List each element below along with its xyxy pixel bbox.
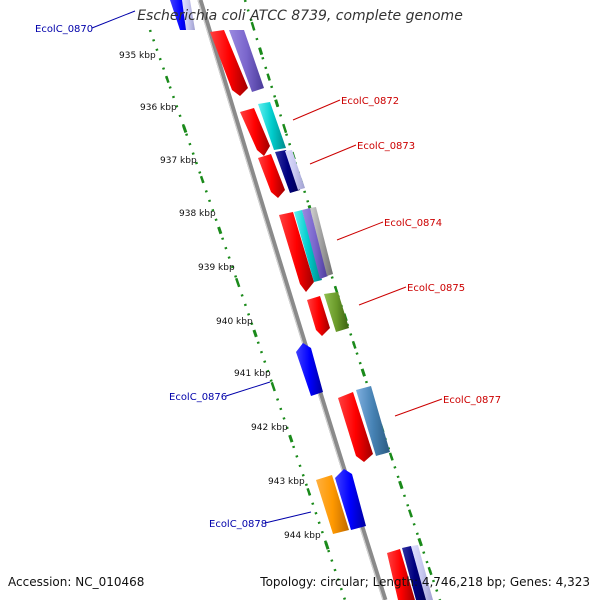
gene-purple-a[interactable] — [229, 30, 264, 92]
tick-dash — [388, 452, 394, 461]
tick-dash — [398, 480, 404, 490]
gene-0872-cyan[interactable] — [258, 102, 286, 150]
tick-dash — [235, 277, 240, 286]
accession-value: NC_010468 — [75, 575, 145, 589]
tick-dash — [182, 125, 188, 133]
gene-0874-purple[interactable] — [302, 208, 328, 279]
accession-footer: Accession: NC_010468 — [8, 575, 144, 589]
gene-0875-red[interactable] — [307, 296, 330, 336]
leader-0874 — [336, 221, 384, 241]
label-0875[interactable]: EcolC_0875 — [407, 283, 465, 294]
tick-dash — [306, 487, 312, 496]
gene-0878-blue[interactable] — [335, 469, 366, 530]
leader-0877 — [394, 398, 443, 417]
tick-dash — [351, 340, 357, 349]
feature-track — [170, 0, 433, 600]
leader-0872 — [292, 99, 341, 121]
tick-dash — [417, 537, 423, 547]
label-0874[interactable]: EcolC_0874 — [384, 218, 442, 229]
leader-0873 — [309, 144, 357, 165]
label-0878[interactable]: EcolC_0878 — [209, 519, 267, 530]
tick-dash — [408, 509, 413, 518]
tick-dash — [250, 21, 256, 30]
genes-value: 4,323 — [555, 575, 590, 589]
label-0876[interactable]: EcolC_0876 — [169, 392, 227, 403]
gene-0878-orange[interactable] — [316, 475, 349, 534]
gene-bottom-navy[interactable] — [402, 546, 427, 600]
tick-label-937: 937 kbp — [160, 156, 197, 166]
gene-0877-steel[interactable] — [356, 386, 390, 456]
tick-label-935: 935 kbp — [119, 51, 156, 61]
gene-0874-red[interactable] — [279, 212, 314, 292]
gene-0873-red[interactable] — [258, 154, 285, 198]
label-0872[interactable]: EcolC_0872 — [341, 96, 399, 107]
gene-0877-red[interactable] — [338, 392, 373, 462]
tick-dash — [164, 75, 170, 84]
tick-label-944: 944 kbp — [284, 531, 321, 541]
map-title-text: Escherichia coli ATCC 8739, complete gen… — [137, 8, 463, 24]
inner-tick-track — [148, 29, 347, 600]
length-label: Length: — [372, 575, 419, 589]
leader-0870 — [91, 10, 136, 29]
gene-labels: EcolC_0870 EcolC_0872 EcolC_0873 EcolC_0… — [35, 24, 501, 530]
label-0873[interactable]: EcolC_0873 — [357, 141, 415, 152]
tick-label-938: 938 kbp — [179, 209, 216, 219]
leader-0876 — [225, 381, 271, 397]
gene-0876-blue[interactable] — [296, 343, 323, 396]
tick-label-941: 941 kbp — [234, 369, 271, 379]
tick-dash — [427, 566, 433, 576]
tick-dash — [258, 47, 264, 56]
leader-0878 — [264, 511, 312, 524]
tick-dash — [266, 73, 271, 81]
gene-red-a[interactable] — [210, 30, 248, 96]
gene-0873-lav[interactable] — [285, 150, 305, 190]
tick-dash — [199, 175, 205, 184]
tick-label-936: 936 kbp — [140, 103, 177, 113]
tick-dash — [270, 381, 276, 390]
tick-dash — [217, 226, 223, 235]
tick-label-943: 943 kbp — [268, 477, 305, 487]
topology-label: Topology: — [260, 575, 317, 589]
label-0870[interactable]: EcolC_0870 — [35, 24, 93, 35]
leader-0875 — [358, 286, 407, 306]
gene-0874-cyan[interactable] — [294, 210, 322, 282]
tick-label-940: 940 kbp — [216, 317, 253, 327]
tick-dash — [360, 368, 366, 377]
scale-labels: 935 kbp 936 kbp 937 kbp 938 kbp 939 kbp … — [119, 51, 321, 541]
gene-0873-navy[interactable] — [275, 150, 300, 193]
gene-0875-green[interactable] — [324, 292, 349, 332]
genome-stats-footer: Topology: circular; Length: 4,746,218 bp… — [260, 575, 590, 589]
label-0877[interactable]: EcolC_0877 — [443, 395, 501, 406]
topology-value: circular — [320, 575, 365, 589]
tick-dash — [274, 99, 280, 108]
tick-dash — [324, 541, 330, 550]
gene-0874-grey[interactable] — [310, 207, 333, 276]
gene-top-lavender[interactable] — [182, 0, 195, 30]
gene-0872-red[interactable] — [240, 108, 270, 156]
tick-label-942: 942 kbp — [251, 423, 288, 433]
length-value: 4,746,218 bp — [421, 575, 502, 589]
label-leaders — [91, 10, 443, 524]
tick-dash — [252, 329, 258, 338]
gene-bottom-red[interactable] — [387, 549, 415, 600]
gene-bottom-lav[interactable] — [411, 545, 433, 600]
tick-dash — [282, 125, 288, 134]
genes-label: Genes: — [509, 575, 552, 589]
tick-label-939: 939 kbp — [198, 263, 235, 273]
map-title: Escherichia coli ATCC 8739, complete gen… — [0, 8, 600, 24]
accession-label: Accession: — [8, 575, 72, 589]
tick-dash — [288, 434, 294, 443]
